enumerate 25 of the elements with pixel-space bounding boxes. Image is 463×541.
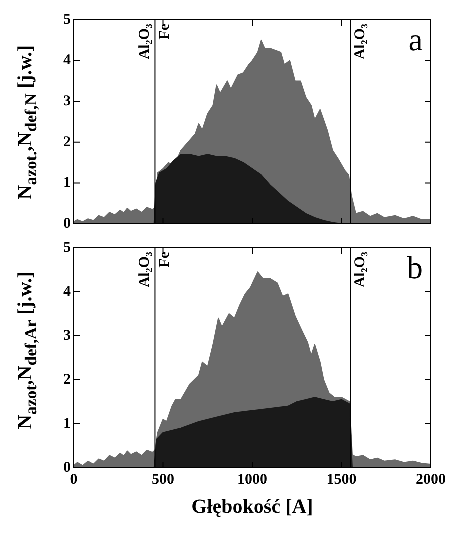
- y-tick-label: 4: [64, 284, 72, 300]
- y-tick-label: 0: [64, 460, 71, 476]
- chart-title: a: [408, 21, 423, 58]
- annotation: Al₂O₃: [137, 24, 154, 60]
- y-tick-label: 3: [64, 328, 71, 344]
- annotation: Fe: [157, 252, 174, 268]
- x-tick-label: 1000: [238, 472, 268, 488]
- y-tick-label: 5: [64, 12, 71, 28]
- y-tick-label: 4: [64, 52, 72, 69]
- annotation: Al₂O₃: [352, 252, 369, 288]
- annotation: Al₂O₃: [352, 24, 369, 60]
- y-tick-label: 3: [64, 93, 71, 110]
- x-tick-label: 500: [152, 472, 174, 488]
- x-axis-title: Głębokość [A]: [192, 496, 314, 518]
- y-tick-label: 1: [64, 416, 71, 432]
- x-tick-label: 1500: [326, 472, 357, 488]
- x-tick-label: 2000: [416, 472, 446, 488]
- y-tick-label: 0: [64, 216, 71, 232]
- annotation: Fe: [157, 24, 174, 40]
- y-tick-label: 5: [64, 240, 71, 256]
- y-tick-label: 1: [64, 175, 71, 192]
- y-tick-label: 2: [64, 372, 71, 388]
- y-tick-label: 2: [64, 134, 71, 150]
- chart-title: b: [407, 249, 423, 286]
- annotation: Al₂O₃: [137, 252, 154, 288]
